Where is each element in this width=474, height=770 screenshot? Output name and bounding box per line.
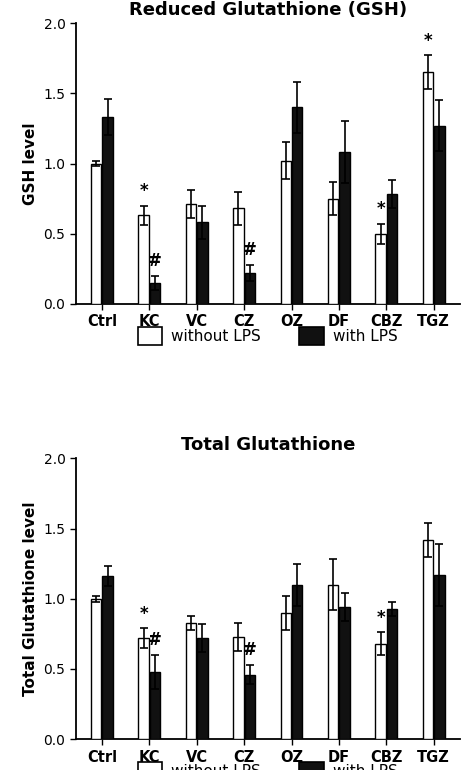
Title: Total Glutathione: Total Glutathione [181,436,355,454]
Bar [186,204,196,304]
Bar [233,209,244,304]
Bar [423,72,433,304]
Legend: without LPS, with LPS: without LPS, with LPS [130,320,405,353]
Bar [138,216,149,304]
Text: #: # [243,641,257,659]
Bar [328,584,338,739]
Bar [150,671,160,739]
Legend: without LPS, with LPS: without LPS, with LPS [130,755,405,770]
Bar [150,283,160,304]
Bar [339,152,350,304]
Bar [245,675,255,739]
Text: #: # [148,631,162,649]
Bar [138,638,149,739]
Bar [434,126,445,304]
Text: *: * [376,200,385,218]
Bar [197,638,208,739]
Bar [281,613,291,739]
Title: Reduced Glutathione (GSH): Reduced Glutathione (GSH) [129,1,407,18]
Bar [233,637,244,739]
Bar [292,584,302,739]
Bar [387,194,397,304]
Bar [375,644,386,739]
Text: *: * [139,604,148,623]
Bar [423,540,433,739]
Bar [375,234,386,304]
Bar [91,599,101,739]
Y-axis label: GSH level: GSH level [23,122,38,205]
Bar [328,199,338,304]
Text: *: * [424,32,432,50]
Bar [245,273,255,304]
Text: #: # [148,253,162,270]
Bar [434,575,445,739]
Bar [102,117,113,304]
Text: *: * [139,182,148,200]
Text: #: # [243,241,257,259]
Bar [102,576,113,739]
Bar [91,163,101,304]
Bar [197,223,208,304]
Bar [387,608,397,739]
Text: *: * [376,609,385,627]
Bar [292,107,302,304]
Bar [186,623,196,739]
Y-axis label: Total Glutathione level: Total Glutathione level [23,501,38,696]
Bar [339,608,350,739]
Bar [281,161,291,304]
